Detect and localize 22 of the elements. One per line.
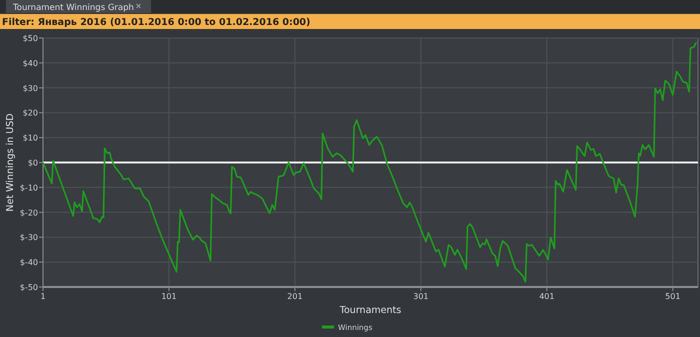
x-tick-label: 201 bbox=[287, 292, 303, 301]
line-series bbox=[42, 42, 698, 283]
y-tick-label: $-40 bbox=[20, 258, 38, 268]
x-tick-label: 401 bbox=[539, 292, 554, 301]
y-tick-label: $50 bbox=[22, 34, 38, 43]
y-tick-label: $0 bbox=[28, 158, 38, 168]
y-tick-label: $20 bbox=[22, 108, 38, 118]
y-tick-label: $30 bbox=[22, 84, 38, 93]
y-axis-title: Net Winnings in USD bbox=[5, 113, 16, 212]
x-axis-title: Tournaments bbox=[338, 305, 402, 316]
y-tick-label: $-10 bbox=[20, 183, 38, 192]
x-tick-label: 501 bbox=[665, 292, 680, 301]
x-tick-label: 1 bbox=[40, 292, 46, 301]
x-tick-label: 101 bbox=[161, 292, 177, 301]
chart-subtitle: Filter: Январь 2016 (01.01.2016 0:00 to 01.02.2016 0:00) bbox=[2, 17, 310, 28]
y-tick-label: $-50 bbox=[20, 283, 38, 292]
y-tick-label: $-20 bbox=[20, 208, 38, 218]
y-tick-label: $40 bbox=[22, 58, 38, 68]
x-tick-label: 301 bbox=[413, 292, 429, 301]
y-tick-label: $10 bbox=[22, 134, 38, 143]
chart-title: Tournament Winnings Graph bbox=[12, 3, 134, 13]
y-tick-label: $-30 bbox=[20, 233, 38, 242]
